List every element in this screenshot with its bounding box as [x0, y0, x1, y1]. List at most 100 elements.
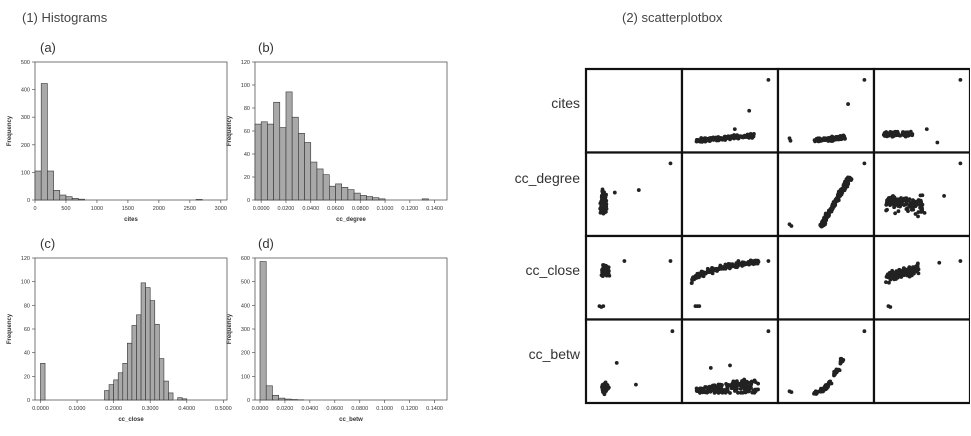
scatter-point: [701, 137, 706, 141]
scatter-point: [892, 203, 896, 208]
scatter-point: [789, 390, 794, 395]
scatter-point: [906, 198, 911, 203]
scatter-point: [724, 382, 728, 386]
scatter-point: [882, 134, 887, 138]
histogram-cc-degree: 0 20 40 60 80 100 120 0.0000 0.0200 0.0400 0.0600 0…: [227, 60, 448, 223]
panel-letter-a: (a): [40, 40, 56, 55]
scatter-point: [600, 194, 605, 199]
scatter-point: [600, 187, 605, 192]
scatter-point: [751, 388, 756, 393]
scatter-point: [740, 379, 744, 383]
scatter-point: [884, 280, 888, 285]
scatter-point: [746, 388, 751, 393]
histogram-bar: [140, 282, 146, 401]
scatter-point: [700, 270, 704, 275]
histogram-bar: [136, 314, 142, 401]
scatter-point: [885, 207, 889, 212]
y-tick-label: 0: [247, 198, 250, 204]
histogram-bar: [421, 198, 429, 201]
scatter-cell: [680, 151, 780, 238]
histogram-bar: [122, 363, 128, 401]
y-tick-label: 600: [241, 256, 250, 262]
histogram-cc-close: 0 20 40 60 80 100 120 0.0000 0.1000 0.2000 0.3000 0…: [7, 256, 232, 423]
histogram-bar: [108, 384, 114, 401]
scatter-point: [705, 269, 710, 274]
scatter-point: [822, 137, 827, 141]
x-tick-label: 0.0800: [352, 206, 369, 212]
histogram-bar: [316, 168, 324, 201]
scatter-point: [600, 204, 605, 209]
scatter-point: [766, 77, 771, 82]
scatter-point: [833, 371, 838, 375]
histogram-bar: [71, 198, 79, 201]
scatter-point: [890, 130, 895, 135]
scatter-point: [668, 259, 673, 263]
y-tick-label: 200: [21, 143, 30, 149]
scatter-point: [846, 175, 850, 180]
scatter-point: [729, 134, 734, 138]
scatter-point: [862, 329, 867, 334]
y-axis-label: Frequency: [227, 313, 233, 344]
scatter-point: [908, 132, 913, 137]
histogram-bar: [284, 398, 292, 401]
scatter-point: [600, 383, 605, 388]
scatter-point: [916, 199, 921, 204]
x-tick-label: 2500: [184, 206, 196, 212]
y-tick-label: 120: [241, 60, 250, 66]
scatter-point: [898, 204, 902, 209]
scatter-cell-frame: [584, 151, 684, 238]
x-tick-label: 0.5000: [215, 406, 232, 412]
y-axis-label: Frequency: [7, 115, 13, 146]
scatter-point: [728, 391, 732, 395]
scatter-cell-frame: [776, 234, 876, 321]
panel-letter-b: (b): [258, 40, 274, 55]
scatter-point: [612, 190, 617, 195]
x-tick-label: 0.2000: [105, 406, 122, 412]
scatter-point: [614, 361, 619, 365]
scatter-cell-frame: [584, 318, 684, 405]
scatter-point: [924, 127, 929, 132]
scatter-point: [862, 161, 867, 166]
scatter-point: [833, 201, 838, 205]
histogram-bar: [304, 142, 312, 201]
histogram-bar: [53, 190, 61, 201]
scatter-point: [766, 259, 771, 263]
scatter-point: [828, 138, 832, 143]
x-tick-label: 0.0800: [351, 406, 368, 412]
x-tick-label: 1000: [91, 206, 103, 212]
scatter-point: [748, 134, 752, 139]
scatter-point: [904, 201, 909, 206]
scatter-point: [788, 138, 793, 143]
scatter-point: [601, 389, 606, 393]
histogram-bar: [359, 195, 367, 201]
x-tick-label: 0.0200: [278, 206, 295, 212]
scatter-point: [911, 265, 915, 270]
scatter-point: [891, 194, 895, 198]
scatter-point: [708, 366, 713, 370]
scatter-cell: [872, 151, 970, 238]
scatter-point: [751, 132, 755, 137]
scatter-point: [842, 182, 847, 187]
scatter-point: [840, 136, 845, 141]
scatter-point: [889, 201, 894, 206]
scatter-point: [753, 380, 758, 385]
histogram-bar: [267, 123, 274, 201]
histogram-cites: 0 100 200 300 400 500 0 500 1000 1500 2000 2500 3000…: [7, 60, 228, 223]
y-tick-label: 100: [241, 83, 250, 89]
scatter-point: [700, 388, 704, 392]
scatter-point: [885, 272, 890, 277]
histogram-bar: [353, 192, 361, 201]
x-axis-label: cc_degree: [336, 217, 366, 223]
histogram-bar: [272, 394, 279, 401]
histogram-bar: [117, 372, 124, 401]
scatter-point: [825, 211, 829, 216]
scatter-point: [728, 363, 732, 368]
histogram-bar: [149, 300, 156, 401]
x-tick-label: 0.0000: [253, 206, 270, 212]
scatter-point: [887, 280, 891, 285]
scatter-point: [602, 268, 607, 273]
scatter-point: [689, 281, 694, 286]
y-tick-label: 300: [21, 115, 30, 121]
scatter-cell-frame: [680, 151, 780, 238]
histogram-bar: [168, 392, 174, 401]
